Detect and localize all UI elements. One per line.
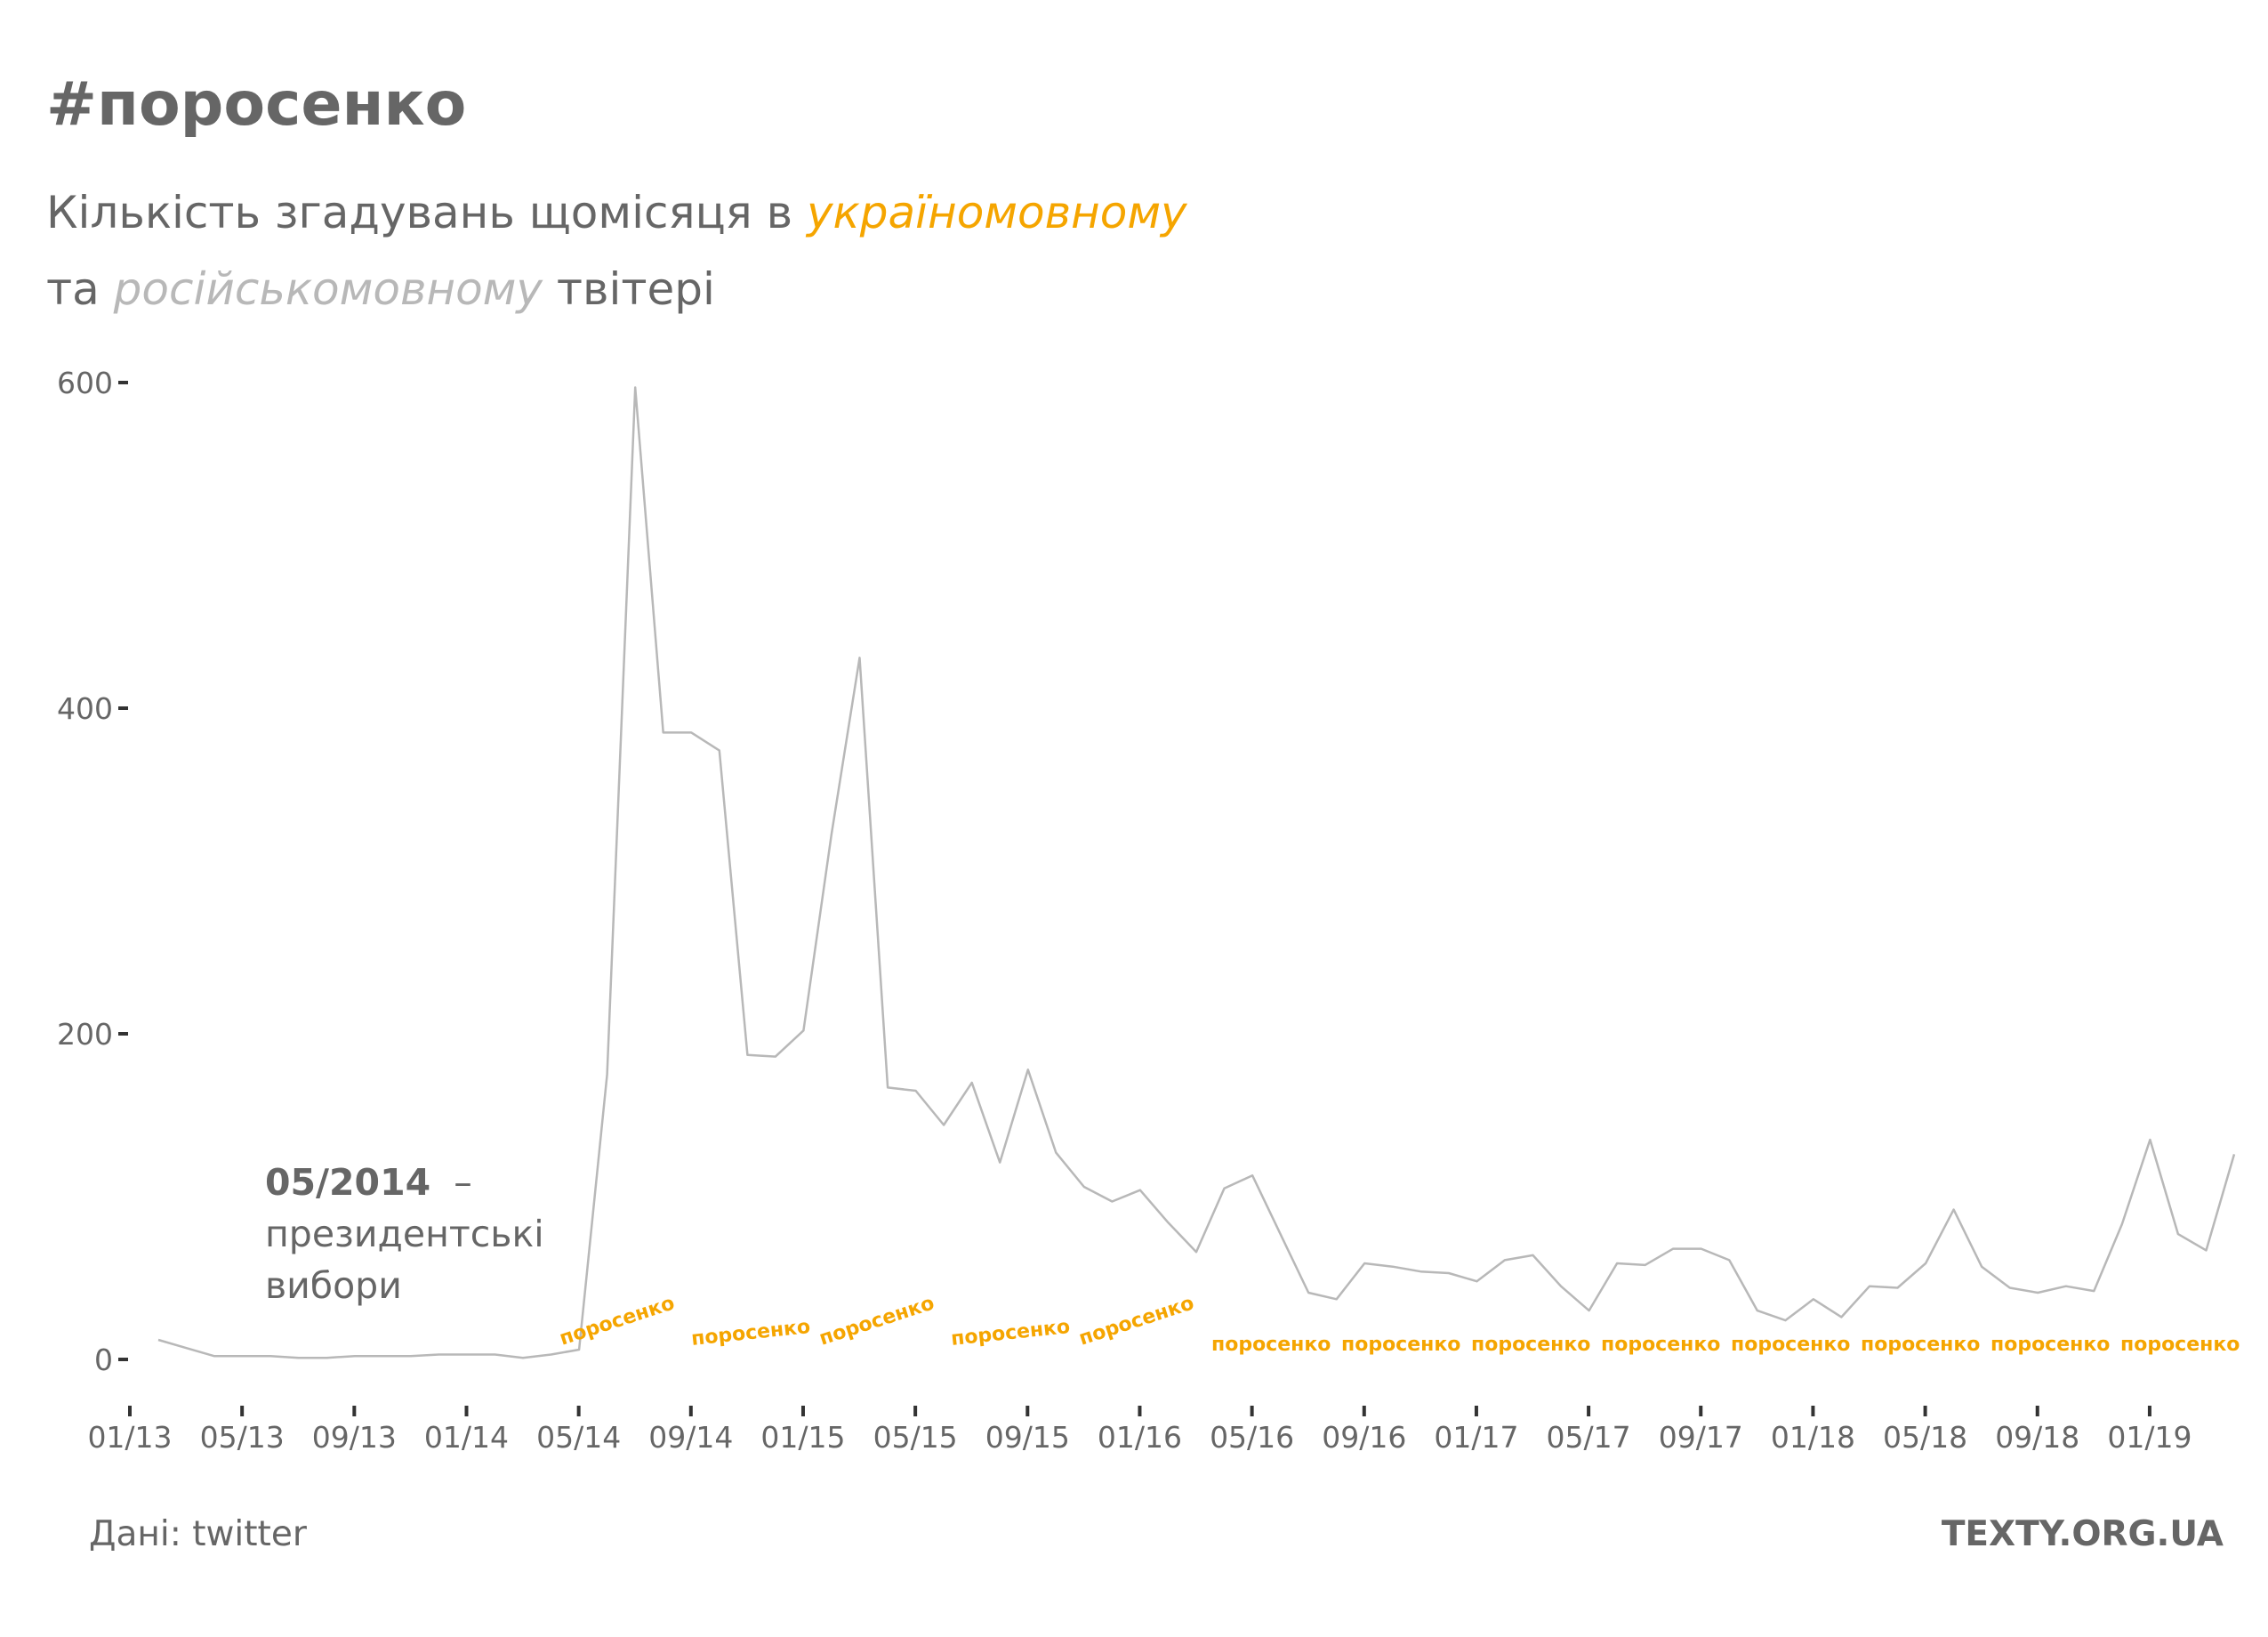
election-annotation: 05/2014 – президентські вибори bbox=[265, 1157, 544, 1311]
series-ukrainian-label: поросенко bbox=[1861, 1334, 1980, 1356]
x-tick-label: 01/13 bbox=[87, 1420, 172, 1455]
x-tick-label: 01/19 bbox=[2107, 1420, 2192, 1455]
annotation-line-3: вибори bbox=[265, 1264, 402, 1307]
series-ukrainian-label: поросенко bbox=[2120, 1334, 2240, 1356]
brand-logo-text: TEXTY.ORG.UA bbox=[1941, 1514, 2224, 1554]
series-ukrainian-label: поросенко bbox=[950, 1316, 1071, 1351]
subtitle-line-1: Кількість згадувань щомісяця в україномо… bbox=[46, 174, 1187, 251]
x-tick-label: 05/16 bbox=[1210, 1420, 1294, 1455]
series-ukrainian-label: поросенко bbox=[1341, 1334, 1460, 1356]
x-tick-label: 05/17 bbox=[1547, 1420, 1631, 1455]
subtitle-text-1: Кількість згадувань щомісяця в bbox=[46, 187, 807, 238]
subtitle-russian-word: російськомовному bbox=[113, 263, 543, 315]
series-ukrainian-label: поросенко bbox=[1601, 1334, 1720, 1356]
series-ukrainian-label: поросенко bbox=[1076, 1292, 1197, 1350]
subtitle-text-3: твітері bbox=[543, 263, 715, 315]
annotation-date: 05/2014 bbox=[265, 1161, 431, 1204]
y-tick-label: 600 bbox=[57, 366, 113, 400]
x-tick-label: 05/13 bbox=[200, 1420, 285, 1455]
series-ukrainian-label: поросенко bbox=[1731, 1334, 1850, 1356]
data-source: Дані: twitter bbox=[89, 1514, 307, 1554]
x-tick-label: 01/15 bbox=[760, 1420, 845, 1455]
subtitle-text-2: та bbox=[46, 263, 114, 315]
series-ukrainian-label: поросенко bbox=[690, 1316, 811, 1351]
y-tick-label: 200 bbox=[57, 1017, 113, 1052]
y-tick-label: 0 bbox=[94, 1343, 113, 1377]
series-ukrainian-label: поросенко bbox=[557, 1292, 678, 1350]
series-russian-line bbox=[157, 386, 2236, 1359]
x-tick-label: 09/14 bbox=[648, 1420, 733, 1455]
x-tick-label: 01/18 bbox=[1771, 1420, 1855, 1455]
chart-subtitle: Кількість згадувань щомісяця в україномо… bbox=[46, 174, 1187, 327]
series-ukrainian-label: поросенко bbox=[1471, 1334, 1590, 1356]
series-ukrainian-label: поросенко bbox=[1211, 1334, 1331, 1356]
x-tick-label: 09/18 bbox=[1995, 1420, 2079, 1455]
y-axis: 0 200 400 600 bbox=[57, 366, 128, 1377]
x-tick-label: 09/15 bbox=[985, 1420, 1070, 1455]
x-tick-label: 09/16 bbox=[1322, 1420, 1406, 1455]
x-tick-label: 09/13 bbox=[312, 1420, 397, 1455]
series-russian bbox=[157, 386, 2236, 1359]
x-tick-label: 01/17 bbox=[1434, 1420, 1518, 1455]
series-ukrainian-label: поросенко bbox=[816, 1292, 937, 1350]
annotation-line-1: 05/2014 – bbox=[265, 1157, 544, 1208]
x-tick-label: 01/14 bbox=[424, 1420, 509, 1455]
x-tick-label: 05/18 bbox=[1883, 1420, 1967, 1455]
subtitle-ukrainian-word: україномовному bbox=[806, 187, 1187, 238]
subtitle-line-2: та російськомовному твітері bbox=[46, 251, 1187, 327]
annotation-dash: – bbox=[454, 1161, 472, 1204]
chart-title: #поросенко bbox=[46, 69, 467, 140]
annotation-line-2: президентські bbox=[265, 1213, 544, 1255]
x-tick-label: 01/16 bbox=[1098, 1420, 1182, 1455]
x-tick-label: 09/17 bbox=[1659, 1420, 1743, 1455]
x-axis: 01/13 05/13 09/13 01/14 05/14 09/14 01/15 05/15… bbox=[87, 1406, 2192, 1455]
series-ukrainian-label: поросенко bbox=[1991, 1334, 2110, 1356]
y-tick-label: 400 bbox=[57, 691, 113, 726]
series-ukrainian: поросенко поросенко поросенко поросенко поро… bbox=[557, 1292, 2240, 1356]
x-tick-label: 05/15 bbox=[873, 1420, 958, 1455]
x-tick-label: 05/14 bbox=[536, 1420, 621, 1455]
